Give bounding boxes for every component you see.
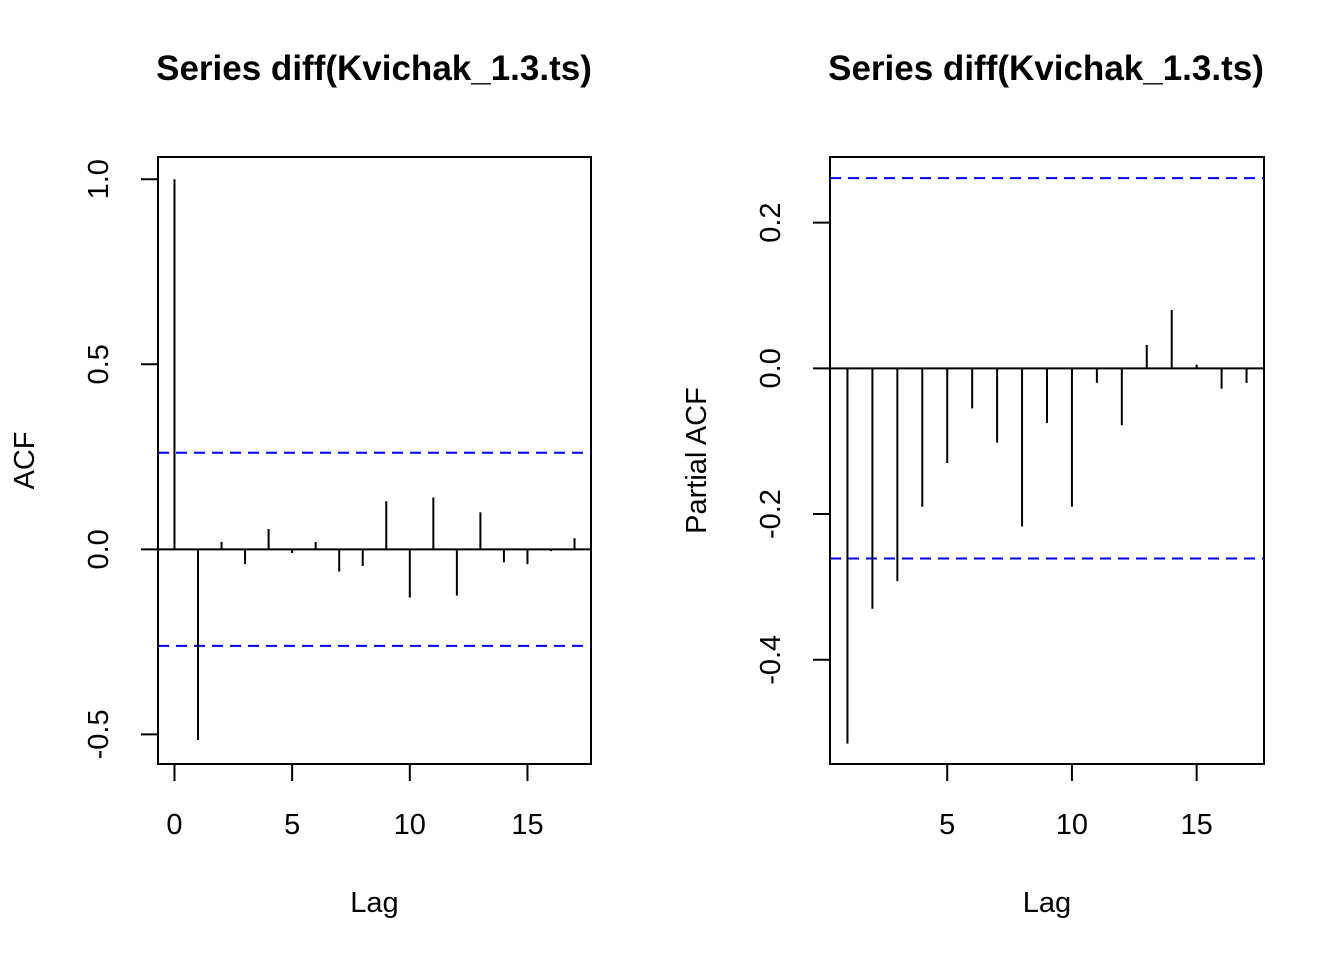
y-tick-label: -0.2 bbox=[755, 489, 787, 539]
chart-title: Series diff(Kvichak_1.3.ts) bbox=[156, 49, 592, 88]
acf-panel: Series diff(Kvichak_1.3.ts) 0 5 10 15 -0.5 0.0… bbox=[9, 49, 592, 919]
x-tick-label: 10 bbox=[1056, 809, 1088, 841]
y-axis-label: Partial ACF bbox=[681, 387, 713, 534]
x-tick-label: 15 bbox=[511, 809, 543, 841]
y-axis-label: ACF bbox=[9, 432, 41, 490]
y-tick-label: -0.5 bbox=[83, 709, 115, 759]
y-tick-label: 0.2 bbox=[755, 202, 787, 242]
y-tick-label: 1.0 bbox=[83, 159, 115, 199]
x-axis-label: Lag bbox=[1023, 887, 1071, 919]
x-tick-label: 15 bbox=[1181, 809, 1213, 841]
y-tick-label: -0.4 bbox=[755, 635, 787, 685]
y-tick-label: 0.5 bbox=[83, 344, 115, 384]
x-tick-label: 10 bbox=[394, 809, 426, 841]
chart-title: Series diff(Kvichak_1.3.ts) bbox=[828, 49, 1264, 88]
pacf-panel: Series diff(Kvichak_1.3.ts) 5 10 15 -0.4 -0.2… bbox=[681, 49, 1265, 919]
x-axis-label: Lag bbox=[350, 887, 398, 919]
y-tick-label: 0.0 bbox=[83, 529, 115, 569]
x-tick-label: 0 bbox=[166, 809, 182, 841]
x-tick-label: 5 bbox=[284, 809, 300, 841]
x-tick-label: 5 bbox=[939, 809, 955, 841]
y-tick-label: 0.0 bbox=[755, 348, 787, 388]
